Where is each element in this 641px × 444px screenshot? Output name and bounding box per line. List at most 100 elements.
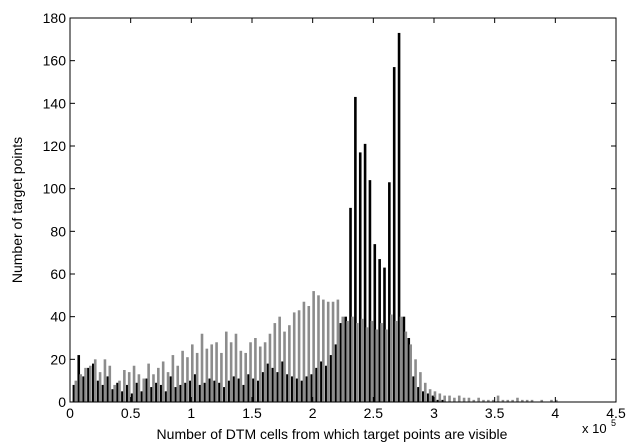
bar-series2-98 <box>550 399 553 402</box>
bar-series1-46 <box>295 378 299 402</box>
bar-series2-45 <box>292 312 296 402</box>
bar-series1-23 <box>184 382 187 402</box>
bar-series2-47 <box>302 301 306 402</box>
bar-series2-66 <box>394 320 398 402</box>
bar-series2-55 <box>341 316 345 402</box>
x-tick-label-9: 4.5 <box>606 405 626 421</box>
y-tick-label-1: 20 <box>50 351 66 367</box>
bar-series2-7 <box>108 365 112 402</box>
bar-series1-61 <box>368 180 372 402</box>
bar-series2-91 <box>516 397 519 402</box>
bar-series2-1 <box>79 374 82 402</box>
bar-series2-90 <box>511 399 514 402</box>
bar-series2-65 <box>389 314 393 402</box>
bar-series1-29 <box>213 380 216 402</box>
y-tick-label-8: 160 <box>43 53 67 69</box>
bar-series1-16 <box>150 387 153 402</box>
bar-series1-39 <box>261 372 265 402</box>
bar-series2-83 <box>477 397 480 402</box>
bar-series1-49 <box>310 374 313 402</box>
bar-series2-62 <box>375 329 379 402</box>
bar-series2-39 <box>263 342 267 402</box>
bar-series2-13 <box>137 374 141 402</box>
bar-series2-89 <box>506 399 510 402</box>
bar-series2-75 <box>438 393 442 402</box>
bar-series2-79 <box>457 395 461 402</box>
bar-series1-21 <box>174 387 178 402</box>
bar-series1-28 <box>208 378 212 402</box>
bar-series2-59 <box>360 318 364 402</box>
bar-series1-54 <box>334 344 338 402</box>
bar-series2-58 <box>356 323 359 402</box>
bar-series1-48 <box>305 376 309 402</box>
bars-layer <box>72 32 558 403</box>
bar-series2-37 <box>254 338 257 402</box>
bar-series2-68 <box>404 331 408 402</box>
bar-series2-5 <box>98 372 102 402</box>
bar-series2-92 <box>521 399 524 402</box>
bar-series2-27 <box>205 348 209 402</box>
bar-series1-69 <box>407 338 411 402</box>
x-tick-label-4: 2 <box>309 405 317 421</box>
bar-series1-67 <box>397 32 401 403</box>
bar-series2-60 <box>365 327 369 402</box>
bar-series2-84 <box>482 399 485 402</box>
bar-series2-64 <box>385 329 388 402</box>
bar-series1-14 <box>140 391 144 402</box>
bar-series1-15 <box>145 378 148 402</box>
bar-series1-68 <box>402 316 406 402</box>
bar-series2-32 <box>229 342 233 402</box>
bar-series1-56 <box>344 316 347 402</box>
bar-series2-34 <box>239 350 243 402</box>
bar-series1-51 <box>320 361 323 402</box>
bar-series2-76 <box>443 395 446 402</box>
bar-series2-78 <box>453 397 456 402</box>
bar-series2-14 <box>142 378 146 402</box>
bar-series1-22 <box>179 384 182 402</box>
bar-series1-64 <box>383 267 386 402</box>
bar-series2-51 <box>322 299 325 402</box>
bar-series2-96 <box>540 399 544 402</box>
bar-series2-71 <box>419 372 422 402</box>
bar-series2-54 <box>336 299 340 402</box>
bar-series2-33 <box>234 333 238 402</box>
bar-series1-9 <box>116 382 119 402</box>
bar-series1-27 <box>203 382 207 402</box>
bar-series2-19 <box>166 372 170 402</box>
bar-series1-58 <box>354 96 357 403</box>
bar-series1-17 <box>155 382 158 402</box>
x-multiplier-exponent: 5 <box>611 418 616 428</box>
bar-series2-22 <box>181 350 184 402</box>
bar-series2-94 <box>530 399 534 402</box>
bar-series1-6 <box>101 384 105 402</box>
bar-series2-74 <box>433 391 437 402</box>
bar-series2-31 <box>224 331 228 402</box>
bar-series1-3 <box>87 367 90 402</box>
bar-series1-2 <box>82 376 85 402</box>
bar-series2-57 <box>351 316 354 402</box>
bar-series2-85 <box>487 399 490 402</box>
bar-series2-29 <box>215 342 218 402</box>
bar-series2-26 <box>200 333 204 402</box>
bar-series1-76 <box>441 399 445 402</box>
bar-series2-25 <box>195 352 199 402</box>
bar-series1-26 <box>198 384 202 402</box>
bar-series1-4 <box>92 363 95 402</box>
y-axis-label: Number of target points <box>9 137 25 283</box>
bar-series1-43 <box>281 361 284 402</box>
bar-series2-11 <box>127 372 131 402</box>
bar-series1-0 <box>72 384 76 402</box>
bar-series2-48 <box>307 306 311 402</box>
bar-series1-37 <box>252 378 255 402</box>
bar-series2-17 <box>157 367 160 402</box>
bar-series1-57 <box>349 207 352 402</box>
bar-series1-33 <box>232 376 236 402</box>
bar-series1-65 <box>388 182 391 402</box>
x-tick-label-2: 1 <box>187 405 195 421</box>
y-tick-label-7: 140 <box>43 95 67 111</box>
x-tick-label-1: 0.5 <box>121 405 141 421</box>
bar-series1-66 <box>392 67 396 402</box>
bar-series2-52 <box>326 301 330 402</box>
bar-series2-16 <box>152 374 155 402</box>
